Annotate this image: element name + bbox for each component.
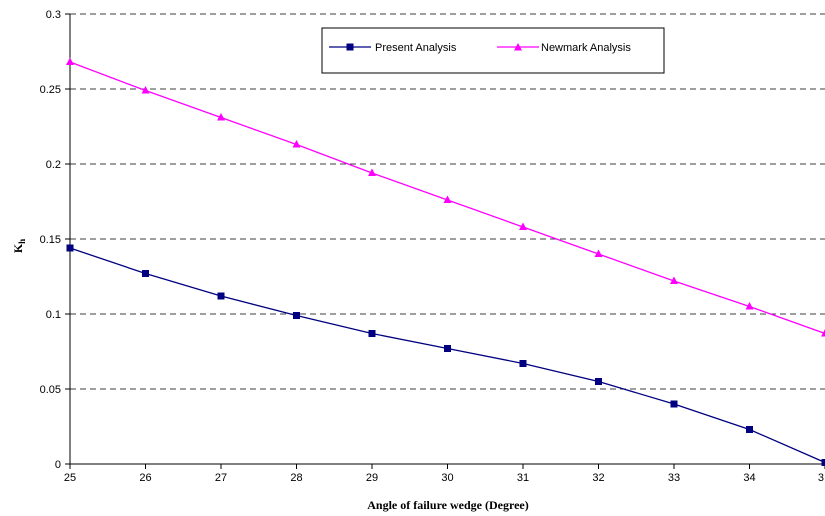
series-newmark-analysis (66, 57, 825, 337)
x-tick-label: 3 (818, 472, 824, 484)
data-point (66, 57, 74, 65)
x-tick-label: 32 (592, 472, 604, 484)
x-tick-labels: 25 26 27 28 29 30 31 32 33 34 3 (64, 464, 825, 484)
data-point (519, 222, 527, 230)
y-tick-labels: 0 0.05 0.1 0.15 0.2 0.25 0.3 (40, 9, 70, 471)
data-point (368, 330, 376, 337)
x-tick-label: 27 (215, 472, 227, 484)
y-axis-title: Kh (11, 239, 27, 253)
data-point (368, 168, 376, 176)
data-point (444, 345, 451, 352)
y-axis-title-group: Kh (11, 239, 27, 253)
data-point (66, 244, 74, 252)
y-tick-label: 0.1 (46, 309, 61, 321)
data-point (821, 459, 825, 466)
data-point (443, 195, 452, 203)
x-axis-title: Angle of failure wedge (Degree) (367, 498, 529, 512)
series (66, 57, 825, 466)
legend-marker-newmark (514, 43, 522, 51)
data-point (821, 329, 825, 337)
x-tick-label: 25 (64, 472, 76, 484)
y-tick-label: 0.05 (40, 384, 61, 396)
data-point (217, 292, 225, 300)
data-point (746, 426, 753, 433)
y-tick-label: 0.3 (46, 9, 61, 21)
y-tick-label: 0.15 (40, 234, 61, 246)
legend-label-present: Present Analysis (375, 42, 457, 54)
y-tick-label: 0.25 (40, 84, 61, 96)
data-point (594, 249, 603, 257)
legend-entry-newmark: Newmark Analysis (497, 42, 631, 54)
x-tick-label: 29 (366, 472, 378, 484)
data-point (670, 400, 678, 408)
y-axis-title-main: K (11, 243, 25, 253)
legend-marker-present (346, 43, 354, 51)
data-point (519, 360, 527, 367)
x-tick-label: 34 (743, 472, 755, 484)
y-tick-label: 0.2 (46, 159, 61, 171)
series-present-analysis (66, 244, 825, 466)
data-point (292, 140, 301, 148)
x-tick-label: 28 (290, 472, 302, 484)
data-point (595, 378, 602, 385)
data-point (141, 86, 150, 94)
series-line (69, 247, 825, 464)
data-point (217, 113, 225, 121)
grid-lines (70, 13, 825, 390)
legend-label-newmark: Newmark Analysis (541, 42, 631, 54)
data-point (293, 312, 300, 319)
data-point (142, 270, 149, 277)
y-axis-title-subscript: h (17, 239, 27, 244)
y-tick-label: 0 (55, 459, 61, 471)
x-tick-label: 26 (139, 472, 151, 484)
data-point (670, 276, 678, 284)
legend-entry-present: Present Analysis (329, 42, 457, 54)
x-tick-label: 31 (517, 472, 529, 484)
data-point (745, 302, 754, 310)
x-tick-label: 30 (441, 472, 453, 484)
x-tick-label: 33 (668, 472, 680, 484)
legend-box (321, 27, 665, 74)
legend: Present Analysis Newmark Analysis (321, 27, 665, 74)
